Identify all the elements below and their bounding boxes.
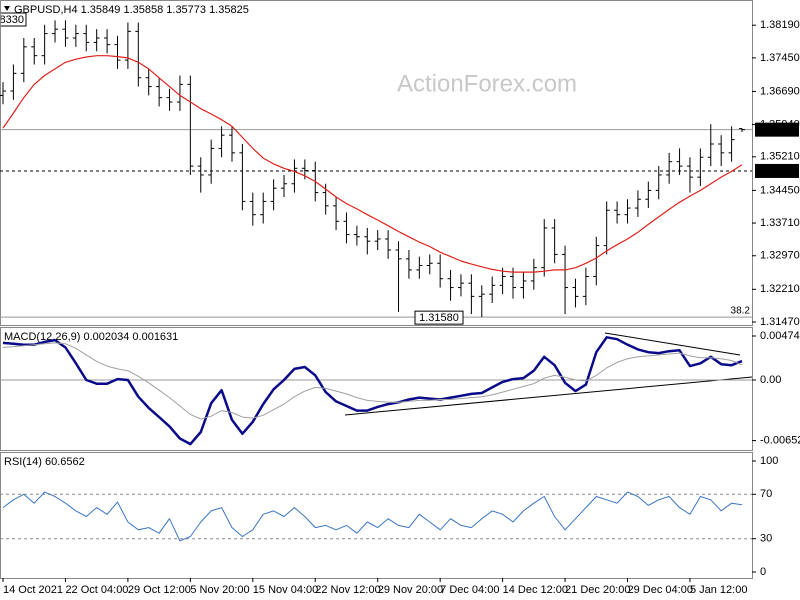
trendline [344,376,753,416]
level-label-box [414,310,464,325]
series-line [2,342,743,420]
y-tick-label: 1.31470 [760,316,800,328]
annotation: 8330 [0,14,24,26]
x-tick-label: 7 Dec 04:00 [440,584,499,596]
y-tick-label: 1.34450 [760,184,800,196]
x-tick-label: 14 Oct 2021 [3,584,63,596]
x-tick-label: 5 Jan 12:00 [690,584,748,596]
y-tick-label: 1.33710 [760,217,800,229]
level-label: 1.34890 [758,165,798,177]
y-tick-label: 100 [760,455,778,467]
menu-triangle [4,6,10,11]
y-tick-label: 0.00474 [760,330,800,342]
y-tick-label: 1.32970 [760,250,800,262]
x-tick-label: 29 Dec 04:00 [628,584,693,596]
y-tick-label: 0.00 [760,374,781,386]
y-tick-label: 1.38190 [760,19,800,31]
panel-border [0,452,753,579]
level-label-box [755,122,799,137]
x-tick-label: 15 Nov 04:00 [253,584,318,596]
watermark: ActionForex.com [397,70,577,97]
y-tick-label: 70 [760,488,772,500]
x-tick-label: 22 Nov 12:00 [315,584,380,596]
x-tick-label: 22 Oct 04:00 [65,584,128,596]
panel-border [0,327,753,451]
x-tick-label: 14 Dec 12:00 [503,584,568,596]
y-tick-label: 1.32210 [760,283,800,295]
series-line [2,55,743,273]
x-tick-label: 5 Nov 20:00 [190,584,249,596]
x-tick-label: 21 Dec 20:00 [565,584,630,596]
y-tick-label: 1.35210 [760,151,800,163]
series-line [2,491,743,542]
y-tick-label: 0 [760,566,766,578]
x-tick-label: 29 Nov 20:00 [378,584,443,596]
panel-title: RSI(14) 60.6562 [4,456,85,468]
level-label: 1.35825 [758,124,798,136]
chart-title: GBPUSD,H4 1.35849 1.35858 1.35773 1.3582… [14,4,249,16]
annotation: 38.2 [731,306,751,317]
y-tick-label: 1.37450 [760,52,800,64]
y-tick-label: 1.36690 [760,85,800,97]
trendline [604,332,741,356]
y-tick-label: -0.006526 [760,434,800,446]
level-label: 1.31580 [419,312,459,324]
panel-border [0,0,753,326]
x-tick-label: 29 Oct 12:00 [128,584,191,596]
level-label-box [755,163,799,178]
panel-title: MACD(12,26,9) 0.002034 0.001631 [4,331,178,343]
annotation-box [0,12,27,27]
series-line [2,336,743,446]
y-tick-label: 30 [760,533,772,545]
